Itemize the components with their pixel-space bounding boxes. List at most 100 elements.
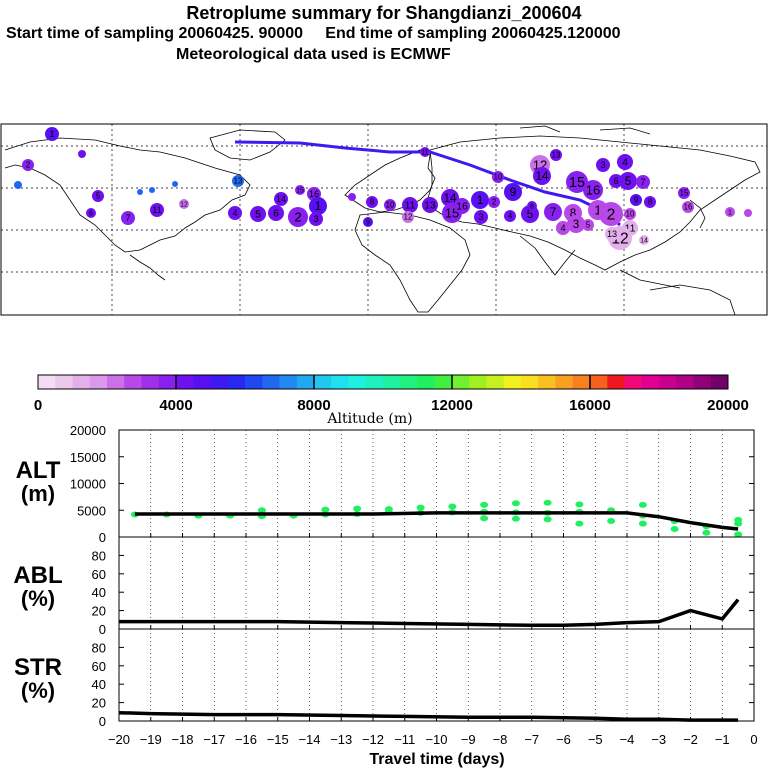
chart-subtitle: Start time of sampling 20060425. 90000 E… [6, 25, 621, 42]
plume-marker [744, 209, 752, 217]
plume-marker [309, 197, 327, 215]
plume-marker [636, 175, 650, 189]
colorbar-swatch [676, 375, 694, 389]
plume-marker [504, 183, 522, 201]
panel-ytick-label: 60 [92, 659, 106, 674]
xtick-label: −5 [588, 732, 603, 747]
plume-marker-label: 1 [477, 194, 484, 207]
plume-marker-label: 12 [180, 201, 188, 208]
xtick-label: −12 [362, 732, 384, 747]
plume-marker-label: 7 [125, 213, 130, 223]
alt-scatter-point [734, 516, 743, 523]
plume-marker [474, 210, 488, 224]
panel-label-abl: ABL [13, 562, 62, 589]
plume-marker-label: 1 [315, 200, 322, 213]
plume-marker-label: 15 [680, 189, 689, 198]
panel-ytick-label: 20 [92, 696, 106, 711]
plume-marker [402, 197, 418, 213]
colorbar-swatch [296, 375, 315, 389]
colorbar-frame [37, 374, 729, 390]
colorbar-swatch [124, 375, 142, 389]
alt-scatter-point [321, 506, 330, 513]
xtick-label: −18 [171, 732, 193, 747]
colorbar-swatch [572, 375, 591, 389]
plume-marker [309, 212, 323, 226]
plume-marker-label: 13 [424, 201, 436, 212]
colorbar-tick-label: 0 [34, 397, 42, 414]
plume-marker-label: 14 [640, 237, 648, 244]
plume-marker [544, 203, 562, 221]
xtick-label: −1 [715, 732, 730, 747]
plume-marker-label: 13 [234, 177, 243, 186]
colorbar-swatch [624, 375, 643, 389]
panel-unit-str: (%) [21, 678, 55, 703]
plume-marker-label: 6 [530, 203, 534, 210]
plume-marker-label: 8 [648, 198, 652, 207]
plume-marker [22, 159, 34, 171]
alt-scatter-point [257, 507, 266, 514]
plume-marker-label: 13 [552, 151, 561, 160]
chart-title: Retroplume summary for Shangdianzi_20060… [186, 3, 582, 23]
xtick-label: −4 [620, 732, 635, 747]
plume-marker-label: 1 [728, 209, 732, 216]
plume-marker [441, 189, 459, 207]
plume-marker-label: 10 [386, 201, 395, 210]
plume-marker [504, 210, 516, 222]
plume-marker-label: 2 [492, 198, 496, 207]
alt-scatter-point [638, 520, 647, 527]
plume-marker [567, 215, 585, 233]
xtick-label: −3 [651, 732, 666, 747]
plume-marker-label: 10 [494, 173, 503, 182]
xtick-label: −17 [203, 732, 225, 747]
colorbar-tick-label: 20000 [707, 397, 749, 414]
plume-marker [172, 181, 178, 187]
panel-ytick-label: 80 [92, 640, 106, 655]
panel-ytick-label: 60 [92, 567, 106, 582]
plume-marker [624, 208, 636, 220]
colorbar-swatch [331, 375, 349, 389]
colorbar-swatch [486, 375, 505, 389]
panel-ytick-label: 40 [92, 677, 106, 692]
colorbar-swatch [38, 375, 56, 389]
plume-marker [288, 207, 308, 227]
plume-centerline [234, 140, 621, 227]
alt-scatter-point [448, 503, 457, 510]
plume-track [234, 140, 621, 227]
plume-marker [678, 187, 690, 199]
colorbar-swatch [590, 375, 608, 389]
plume-marker-label: 6 [613, 176, 618, 186]
plume-marker [471, 191, 489, 209]
colorbar-swatch [245, 375, 263, 389]
xtick-label: 0 [750, 732, 757, 747]
plume-marker-label: 9 [634, 196, 638, 205]
alt-scatter-point [480, 515, 489, 522]
plume-marker [527, 201, 537, 211]
xtick-label: −11 [394, 732, 415, 747]
colorbar-swatch [176, 375, 194, 389]
plume-marker-label: 16 [309, 189, 319, 199]
xtick-label: −20 [108, 732, 130, 747]
plume-marker-label: 9 [366, 219, 370, 226]
plume-marker [366, 196, 378, 208]
plume-marker-label: 11 [405, 201, 416, 212]
plume-marker-label: 11 [421, 149, 428, 156]
colorbar-swatch [521, 375, 539, 389]
plume-marker-label: 8 [570, 207, 577, 220]
colorbar-swatch [227, 375, 246, 389]
colorbar-swatch [434, 375, 453, 389]
plume-marker-label: 6 [89, 210, 93, 217]
xtick-label: −16 [235, 732, 257, 747]
plume-marker [583, 180, 603, 200]
colorbar-swatch [641, 375, 660, 389]
colorbar: 0 4000 8000 12000 16000 20000 Altitude (m) [34, 374, 749, 427]
colorbar-swatch [141, 375, 160, 389]
time-series-panels: 20000150001000050000ALT(m)806040200ABL(%… [13, 423, 757, 768]
plume-marker [86, 208, 96, 218]
colorbar-swatch [693, 375, 712, 389]
colorbar-swatch [314, 375, 332, 389]
colorbar-swatch [607, 375, 625, 389]
plume-marker [422, 197, 438, 213]
plume-marker-label: 14 [535, 170, 549, 183]
plume-marker-label: 7 [550, 206, 557, 219]
